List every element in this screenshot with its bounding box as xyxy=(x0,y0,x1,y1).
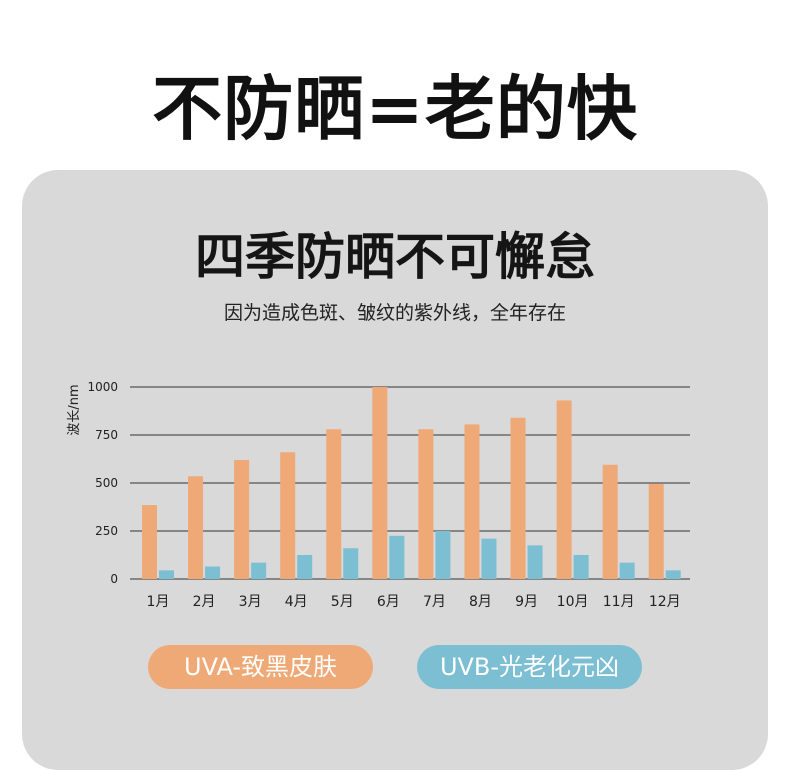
bars xyxy=(142,387,681,579)
card-subtitle: 因为造成色斑、皱纹的紫外线，全年存在 xyxy=(223,302,566,324)
x-tick-label: 3月 xyxy=(239,594,262,610)
bar-uvb-12 xyxy=(665,570,681,579)
bar-uvb-5 xyxy=(343,548,359,579)
x-tick-label: 11月 xyxy=(603,594,635,610)
bar-uva-6 xyxy=(372,387,388,579)
bar-uvb-7 xyxy=(435,531,451,579)
x-tick-label: 12月 xyxy=(649,594,681,610)
bar-uva-10 xyxy=(556,400,572,579)
x-tick-label: 8月 xyxy=(469,594,492,610)
bar-uva-1 xyxy=(142,505,157,579)
card-title: 四季防晒不可懈怠 xyxy=(195,228,595,286)
x-tick-label: 5月 xyxy=(331,594,354,610)
bar-uva-11 xyxy=(602,464,618,579)
bar-uvb-6 xyxy=(389,535,405,579)
bar-uvb-1 xyxy=(159,570,174,579)
x-tick-label: 2月 xyxy=(193,594,216,610)
y-tick-label: 500 xyxy=(95,476,118,490)
uv-info-card xyxy=(22,170,768,770)
bar-uva-12 xyxy=(648,483,664,579)
x-tick-labels: 1月 2月 3月 4月 5月 6月 7月 8月 9月 10月 11月 12月 xyxy=(147,594,681,610)
y-tick-label: 0 xyxy=(110,572,118,586)
y-tick-label: 250 xyxy=(95,524,118,538)
bar-uva-3 xyxy=(234,459,250,579)
x-tick-label: 7月 xyxy=(423,594,446,610)
x-tick-label: 4月 xyxy=(285,594,308,610)
y-tick-labels: 0 250 500 750 1000 xyxy=(87,380,118,586)
legend-uva-pill: UVA-致黑皮肤 xyxy=(148,645,373,689)
bar-uva-7 xyxy=(418,429,434,579)
bar-uva-9 xyxy=(510,417,526,579)
x-tick-label: 10月 xyxy=(557,594,589,610)
bar-uva-5 xyxy=(326,429,342,579)
y-tick-label: 1000 xyxy=(87,380,118,394)
bar-uvb-9 xyxy=(527,545,543,579)
bar-uvb-4 xyxy=(297,555,313,579)
x-tick-label: 6月 xyxy=(377,594,400,610)
x-tick-label: 1月 xyxy=(147,594,170,610)
bar-uvb-11 xyxy=(619,562,635,579)
bar-uva-4 xyxy=(280,452,296,579)
bar-uvb-2 xyxy=(205,566,221,579)
x-tick-label: 9月 xyxy=(515,594,538,610)
legend-uvb-pill: UVB-光老化元凶 xyxy=(417,645,642,689)
page-headline: 不防晒=老的快 xyxy=(152,68,638,150)
bar-uvb-10 xyxy=(573,555,589,579)
bar-uvb-3 xyxy=(251,562,267,579)
bar-uva-2 xyxy=(188,476,204,579)
gridlines xyxy=(130,386,690,580)
bar-uvb-8 xyxy=(481,538,497,579)
y-tick-label: 750 xyxy=(95,428,118,442)
bar-uva-8 xyxy=(464,424,480,579)
y-axis-label: 波长/nm xyxy=(67,384,82,435)
